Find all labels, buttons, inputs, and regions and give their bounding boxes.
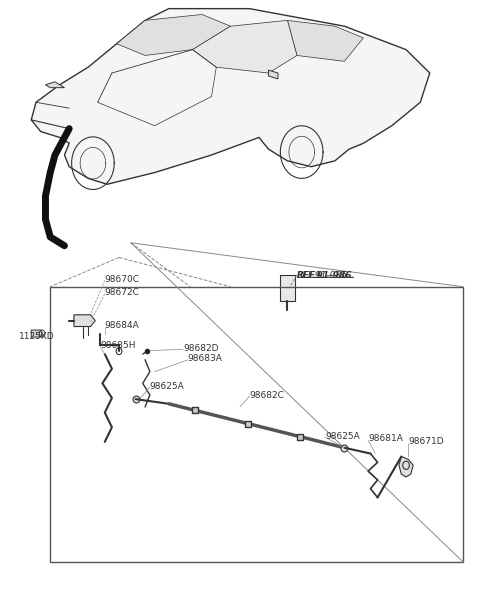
Text: 98682D: 98682D bbox=[183, 344, 218, 353]
Polygon shape bbox=[31, 9, 430, 184]
Text: REF.91-986: REF.91-986 bbox=[297, 271, 348, 280]
Polygon shape bbox=[268, 70, 278, 79]
Polygon shape bbox=[74, 315, 96, 327]
Text: 98683A: 98683A bbox=[188, 354, 223, 363]
Polygon shape bbox=[288, 20, 363, 61]
Text: 1125KD: 1125KD bbox=[19, 332, 55, 341]
Text: REF.91-986: REF.91-986 bbox=[297, 271, 352, 280]
Text: 98685H: 98685H bbox=[100, 341, 135, 350]
Text: 98682C: 98682C bbox=[250, 391, 284, 400]
Polygon shape bbox=[280, 275, 295, 301]
Text: 98672C: 98672C bbox=[105, 288, 140, 297]
Polygon shape bbox=[192, 20, 297, 73]
Text: 98671D: 98671D bbox=[408, 437, 444, 446]
Polygon shape bbox=[31, 330, 42, 337]
Text: 98625A: 98625A bbox=[150, 382, 185, 391]
Text: 98684A: 98684A bbox=[105, 322, 140, 330]
Polygon shape bbox=[46, 82, 64, 87]
Polygon shape bbox=[399, 456, 413, 477]
Polygon shape bbox=[117, 15, 230, 56]
Text: 98681A: 98681A bbox=[368, 434, 403, 443]
Text: 98670C: 98670C bbox=[105, 275, 140, 284]
Text: 98625A: 98625A bbox=[325, 431, 360, 440]
